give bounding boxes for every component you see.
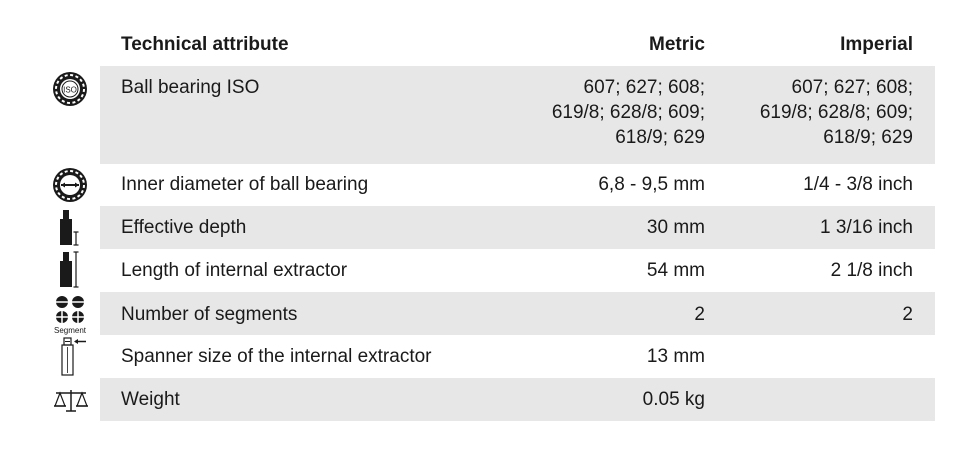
row-label: Spanner size of the internal extractor [121, 346, 432, 367]
segments-icon: Segment [54, 296, 87, 335]
iso-ball-bearing-icon: ISO [53, 72, 87, 106]
table-row: Ball bearing ISO 607; 627; 608; 619/8; 6… [100, 66, 935, 164]
row-imperial-value: 2 [902, 304, 913, 325]
segment-icon-text: Segment [54, 326, 87, 335]
table-row: Inner diameter of ball bearing 6,8 - 9,5… [100, 164, 935, 206]
table-row: Weight 0.05 kg [100, 378, 935, 421]
row-label: Effective depth [121, 217, 247, 238]
weight-scale-icon [54, 390, 88, 412]
row-imperial-value: 607; 627; 608; 619/8; 628/8; 609; 618/9;… [759, 77, 913, 148]
row-imperial-value: 1 3/16 inch [820, 217, 913, 238]
effective-depth-icon [60, 210, 79, 246]
header-metric: Metric [649, 34, 705, 55]
row-metric-value: 0.05 kg [642, 389, 705, 410]
table-row: Number of segments 2 2 [100, 292, 935, 335]
row-metric-value: 54 mm [646, 260, 705, 281]
row-metric-value: 607; 627; 608; 619/8; 628/8; 609; 618/9;… [551, 77, 705, 148]
row-label: Length of internal extractor [121, 260, 348, 281]
row-metric-value: 30 mm [646, 217, 705, 238]
iso-icon-text: ISO [63, 86, 77, 95]
header-imperial: Imperial [840, 34, 913, 55]
header-technical-attribute: Technical attribute [121, 34, 289, 55]
row-label: Number of segments [121, 304, 298, 325]
table-row: Length of internal extractor 54 mm 2 1/8… [100, 249, 935, 292]
row-label: Ball bearing ISO [121, 77, 260, 98]
row-metric-value: 6,8 - 9,5 mm [598, 174, 705, 195]
row-label: Weight [121, 389, 180, 410]
table-row: Effective depth 30 mm 1 3/16 inch [100, 206, 935, 249]
row-metric-value: 2 [694, 304, 705, 325]
row-label: Inner diameter of ball bearing [121, 174, 369, 195]
row-imperial-value: 2 1/8 inch [830, 260, 913, 281]
table-row: Spanner size of the internal extractor 1… [100, 335, 935, 378]
ball-bearing-inner-diameter-icon [53, 168, 87, 202]
spanner-size-icon [61, 337, 86, 376]
table-header: Technical attribute Metric Imperial [100, 30, 915, 58]
row-metric-value: 13 mm [646, 346, 705, 367]
row-imperial-value: 1/4 - 3/8 inch [803, 174, 913, 195]
extractor-length-icon [60, 251, 79, 288]
